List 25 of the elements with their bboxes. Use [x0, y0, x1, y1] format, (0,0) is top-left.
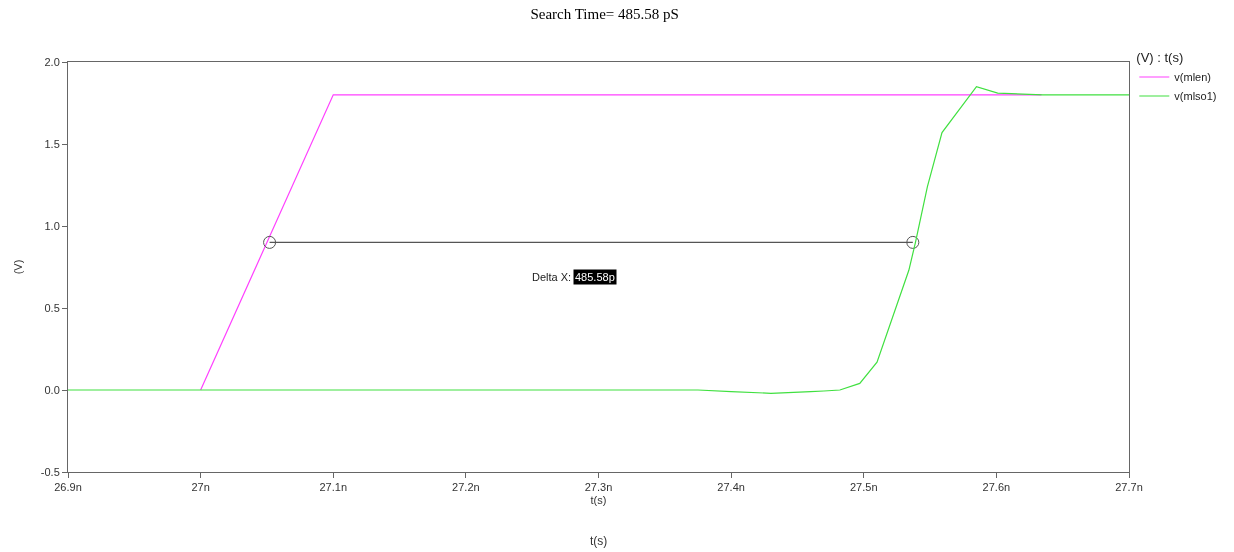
text: t(s)	[590, 534, 608, 548]
chart-title: Search Time= 485.58 pS	[530, 5, 679, 22]
y-tick-label: 2.0	[44, 55, 60, 68]
y-tick-label: 1.5	[44, 137, 60, 150]
y-tick-label: 0.5	[44, 301, 60, 314]
x-tick-label: 27.4n	[717, 481, 745, 494]
x-axis-title: t(s)	[590, 494, 607, 507]
annotation: 485.58p	[575, 271, 615, 283]
x-tick-label: 27n	[191, 481, 210, 494]
x-tick-label: 27.3n	[584, 481, 613, 494]
x-tick-label: 27.2n	[452, 481, 480, 494]
legend-label: v(mlso1)	[1174, 90, 1217, 103]
legend-label: v(mlen)	[1174, 71, 1211, 84]
x-tick-label: 27.1n	[319, 481, 348, 494]
x-tick-label: 27.5n	[849, 481, 878, 494]
y-tick-label: 0.0	[44, 383, 60, 396]
legend-title: (V) : t(s)	[1136, 50, 1184, 66]
x-tick-label: 27.7n	[1115, 481, 1143, 494]
y-tick-label: -0.5	[40, 465, 60, 478]
x-tick-label: 27.6n	[982, 481, 1011, 494]
y-tick-label: 1.0	[44, 219, 60, 232]
x-tick-label: 26.9n	[54, 481, 82, 494]
y-axis-title: (V)	[12, 259, 25, 275]
annotation: Delta X:	[532, 271, 572, 283]
line-series	[68, 86, 1129, 394]
